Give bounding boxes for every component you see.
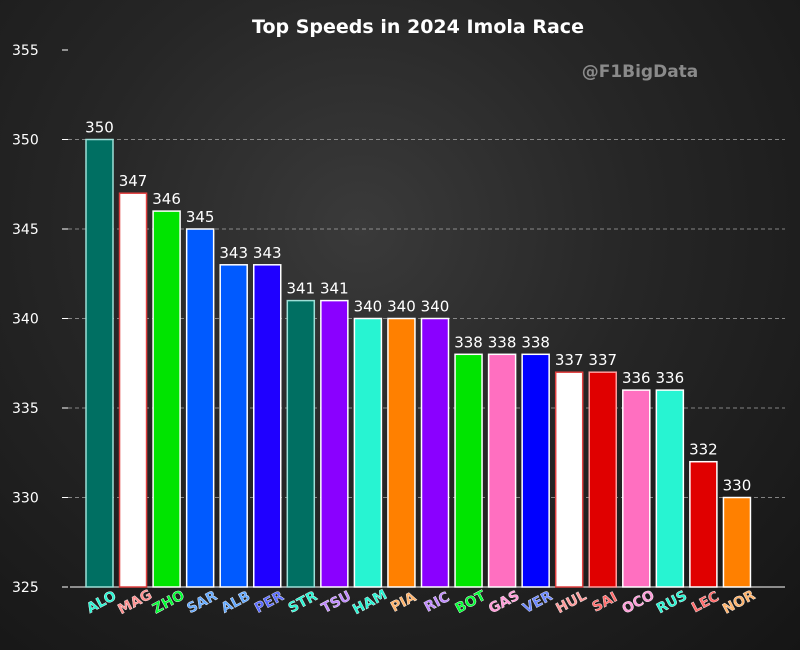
value-label-sar: 345 (186, 208, 215, 226)
value-label-ham: 340 (354, 298, 383, 316)
y-tick-label: 335 (12, 401, 39, 417)
bar-tsu (320, 299, 349, 588)
value-label-sai: 337 (588, 351, 617, 369)
y-tick-label: 330 (12, 491, 39, 507)
x-tick-label-oco: OCO (620, 587, 658, 617)
bar-hul (554, 371, 584, 588)
value-label-ver: 338 (521, 333, 550, 351)
value-label-alo: 350 (85, 119, 114, 137)
value-label-zho: 346 (152, 190, 181, 208)
bar-nor (722, 496, 752, 588)
value-label-ric: 340 (421, 298, 450, 316)
y-tick-label: 345 (12, 222, 39, 238)
bar-ham (353, 317, 383, 588)
x-tick-label-tsu: TSU (319, 588, 354, 617)
x-tick-label-str: STR (286, 588, 321, 617)
bar-mag (118, 192, 148, 588)
x-tick-label-hul: HUL (553, 588, 589, 617)
bar-sai (588, 371, 617, 588)
x-tick-label-pia: PIA (388, 589, 419, 616)
y-tick-label: 355 (12, 43, 39, 59)
x-tick-label-ric: RIC (422, 589, 453, 615)
x-tick-label-zho: ZHO (150, 587, 187, 617)
x-tick-label-mag: MAG (115, 587, 155, 618)
value-label-pia: 340 (387, 298, 416, 316)
x-tick-label-alb: ALB (219, 588, 253, 616)
bar-sar (185, 228, 215, 588)
value-label-tsu: 341 (320, 280, 349, 298)
bar-ver (521, 353, 550, 588)
bar-oco (622, 389, 651, 588)
x-tick-label-sai: SAI (590, 589, 621, 615)
value-label-alb: 343 (219, 244, 248, 262)
y-tick-label: 350 (12, 133, 39, 149)
value-label-bot: 338 (454, 333, 483, 351)
bar-alb (219, 264, 248, 588)
value-label-rus: 336 (656, 369, 685, 387)
x-tick-label-sar: SAR (185, 588, 221, 617)
chart-title: Top Speeds in 2024 Imola Race (252, 16, 584, 38)
bar-ric (420, 317, 450, 588)
bars (85, 138, 752, 588)
x-tick-label-bot: BOT (453, 588, 489, 617)
x-tick-label-nor: NOR (720, 587, 758, 617)
y-tick-label: 340 (12, 312, 39, 328)
bar-rus (655, 389, 685, 588)
bar-str (286, 299, 316, 588)
x-tick-label-per: PER (252, 588, 287, 617)
bar-alo (85, 138, 114, 588)
value-label-nor: 330 (723, 477, 752, 495)
value-label-hul: 337 (555, 351, 584, 369)
value-label-oco: 336 (622, 369, 651, 387)
x-tick-label-rus: RUS (654, 588, 690, 617)
value-label-str: 341 (286, 280, 315, 298)
x-tick-label-ver: VER (520, 588, 555, 617)
bar-per (253, 264, 282, 588)
value-label-mag: 347 (119, 172, 148, 190)
x-tick-label-gas: GAS (486, 588, 522, 617)
y-tick-label: 325 (12, 580, 39, 596)
bar-bot (454, 353, 483, 588)
value-label-per: 343 (253, 244, 282, 262)
value-label-gas: 338 (488, 333, 517, 351)
watermark: @F1BigData (582, 62, 699, 82)
x-tick-label-ham: HAM (350, 587, 390, 618)
value-label-lec: 332 (689, 441, 718, 459)
x-tick-label-lec: LEC (689, 589, 722, 617)
x-tick-label-alo: ALO (84, 588, 119, 617)
bar-lec (689, 460, 718, 588)
bar-pia (387, 317, 416, 588)
bar-gas (487, 353, 517, 588)
bar-zho (152, 210, 181, 588)
